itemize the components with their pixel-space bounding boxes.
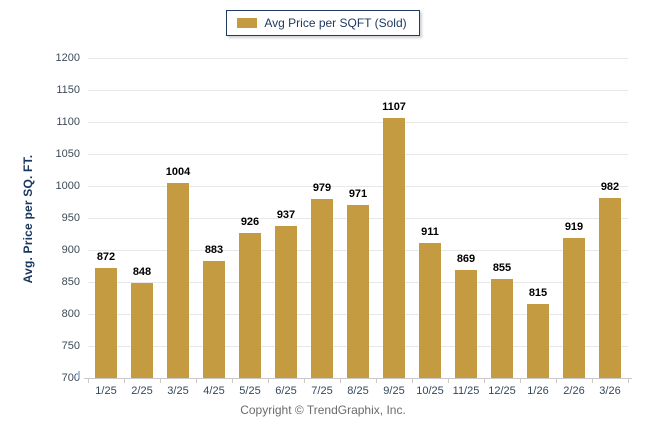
x-tick-label: 12/25	[488, 385, 516, 397]
bar-4/25	[203, 260, 225, 378]
y-tick-label: 1000	[55, 180, 80, 192]
gridline-1000	[88, 186, 628, 187]
x-tick-mark	[304, 379, 305, 383]
bar-value-label: 872	[96, 250, 116, 263]
gridline-1050	[88, 154, 628, 155]
bar-value-label: 971	[348, 187, 368, 200]
x-tick-label: 3/25	[167, 385, 189, 397]
x-tick-mark	[628, 379, 629, 383]
bar-value-label: 937	[276, 209, 296, 222]
y-axis-tick	[78, 371, 80, 378]
y-tick-label: 900	[61, 244, 80, 256]
x-tick-label: 5/25	[239, 385, 261, 397]
bar-value-label: 1004	[165, 166, 191, 179]
bar-10/25	[419, 242, 441, 378]
x-tick-mark	[592, 379, 593, 383]
y-axis-title: Avg. Price per SQ. FT.	[21, 154, 35, 284]
x-axis-line	[84, 378, 632, 379]
x-tick-mark	[124, 379, 125, 383]
bar-8/25	[347, 204, 369, 378]
legend-swatch-icon	[237, 18, 258, 28]
x-tick-label: 9/25	[383, 385, 405, 397]
x-tick-label: 4/25	[203, 385, 225, 397]
x-tick-mark	[88, 379, 89, 383]
x-tick-mark	[412, 379, 413, 383]
y-tick-label: 1100	[56, 116, 80, 128]
copyright-text: Copyright © TrendGraphix, Inc.	[240, 403, 406, 417]
bar-value-label: 848	[132, 266, 152, 279]
x-tick-label: 10/25	[416, 385, 444, 397]
bar-value-label: 1107	[382, 100, 406, 113]
bar-12/25	[491, 278, 513, 378]
x-tick-mark	[376, 379, 377, 383]
bar-11/25	[455, 269, 477, 378]
x-tick-label: 11/25	[452, 385, 480, 397]
y-tick-label: 1200	[55, 52, 80, 64]
gridline-1150	[88, 90, 628, 91]
x-tick-label: 2/26	[563, 385, 585, 397]
bar-value-label: 815	[528, 287, 548, 300]
x-tick-label: 7/25	[311, 385, 333, 397]
bar-value-label: 869	[456, 252, 476, 265]
bar-2/26	[563, 237, 585, 378]
x-tick-mark	[196, 379, 197, 383]
y-tick-label: 750	[61, 340, 80, 352]
bar-9/25	[383, 117, 405, 378]
bar-2/25	[131, 283, 153, 378]
bar-value-label: 982	[600, 180, 620, 193]
bar-6/25	[275, 226, 297, 378]
bar-3/25	[167, 183, 189, 378]
bar-value-label: 855	[492, 261, 512, 274]
x-tick-mark	[340, 379, 341, 383]
bar-value-label: 979	[312, 182, 332, 195]
x-tick-mark	[556, 379, 557, 383]
bar-value-label: 926	[240, 216, 260, 229]
x-tick-label: 1/26	[527, 385, 549, 397]
x-tick-mark	[484, 379, 485, 383]
x-tick-mark	[520, 379, 521, 383]
legend-box: Avg Price per SQFT (Sold)	[226, 10, 420, 36]
y-tick-label: 700	[61, 372, 80, 384]
y-tick-label: 950	[61, 212, 80, 224]
x-tick-mark	[448, 379, 449, 383]
bar-1/26	[527, 304, 549, 378]
y-tick-label: 800	[61, 308, 80, 320]
y-tick-label: 1150	[56, 84, 80, 96]
chart-legend: Avg Price per SQFT (Sold)	[0, 10, 646, 36]
bar-5/25	[239, 233, 261, 378]
x-tick-label: 1/25	[95, 385, 117, 397]
y-tick-label: 1050	[55, 148, 80, 160]
legend-label: Avg Price per SQFT (Sold)	[264, 16, 407, 30]
x-tick-label: 2/25	[131, 385, 153, 397]
bar-1/25	[95, 267, 117, 378]
x-tick-mark	[232, 379, 233, 383]
x-tick-label: 6/25	[275, 385, 297, 397]
x-tick-label: 3/26	[599, 385, 621, 397]
bar-7/25	[311, 199, 333, 378]
bar-value-label: 911	[421, 225, 439, 238]
gridline-1200	[88, 58, 628, 59]
x-tick-mark	[160, 379, 161, 383]
gridline-1100	[88, 122, 628, 123]
y-tick-label: 850	[61, 276, 80, 288]
bar-3/26	[599, 197, 621, 378]
bar-value-label: 883	[204, 243, 224, 256]
x-tick-label: 8/25	[347, 385, 369, 397]
x-tick-mark	[268, 379, 269, 383]
bar-value-label: 919	[564, 220, 584, 233]
